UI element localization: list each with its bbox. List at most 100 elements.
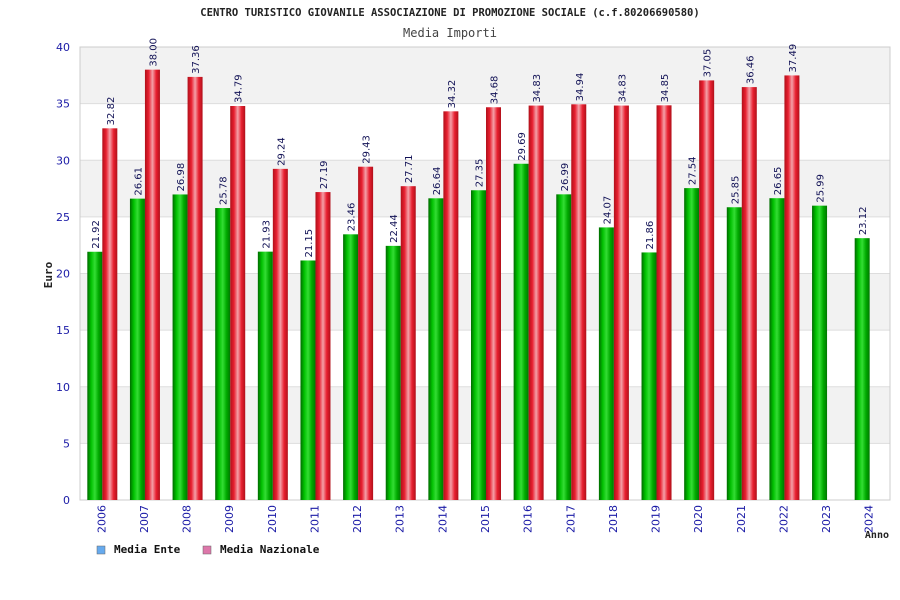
y-tick-label: 15: [56, 324, 70, 337]
x-tick-label: 2013: [394, 505, 407, 533]
data-label: 38.00: [148, 38, 159, 67]
bar-media-ente: [215, 208, 231, 500]
data-label: 21.93: [261, 220, 272, 249]
data-label: 27.54: [688, 156, 699, 185]
bar-media-nazionale: [528, 105, 544, 501]
data-label: 34.83: [532, 74, 543, 103]
x-tick-label: 2018: [607, 505, 620, 533]
x-tick-label: 2006: [95, 505, 108, 533]
x-tick-label: 2016: [522, 505, 535, 533]
x-axis-label: Anno: [865, 530, 889, 541]
data-label: 21.86: [645, 221, 656, 250]
legend-label-media-ente: Media Ente: [114, 543, 181, 556]
bar-media-ente: [854, 238, 870, 500]
bars: [87, 69, 870, 501]
data-label: 26.65: [773, 167, 784, 196]
bar-media-ente: [428, 198, 444, 500]
x-tick-label: 2014: [436, 505, 449, 533]
data-label: 26.98: [176, 163, 187, 192]
x-tick-label: 2011: [308, 505, 321, 533]
bar-media-nazionale: [784, 75, 800, 500]
data-label: 34.94: [575, 73, 586, 102]
bar-media-nazionale: [699, 80, 715, 500]
y-axis-label: Euro: [42, 261, 55, 288]
y-tick-label: 30: [56, 154, 70, 167]
chart-subtitle: Media Importi: [403, 26, 497, 40]
bar-media-nazionale: [102, 128, 118, 500]
x-tick-label: 2008: [181, 505, 194, 533]
x-tick-label: 2012: [351, 505, 364, 533]
bar-media-nazionale: [272, 168, 288, 500]
bar-media-ente: [726, 207, 742, 500]
bar-media-nazionale: [571, 104, 587, 500]
data-label: 34.83: [617, 74, 628, 103]
x-axis-ticks: 2006 2007 2008 2009 2010 2011 2012 2013 2014 2015…: [95, 505, 875, 533]
data-label: 22.44: [389, 214, 400, 243]
legend-swatch-media-ente: [96, 545, 106, 555]
data-label: 29.24: [276, 137, 287, 166]
data-label: 24.07: [602, 196, 613, 225]
bar-media-ente: [343, 234, 359, 501]
bar-media-nazionale: [613, 105, 629, 501]
x-tick-label: 2024: [863, 505, 876, 533]
data-label: 25.85: [730, 176, 741, 205]
legend: Media Ente Media Nazionale: [96, 543, 320, 556]
data-label: 25.99: [816, 174, 827, 203]
bar-media-ente: [471, 190, 486, 501]
bar-media-nazionale: [144, 69, 160, 501]
y-tick-label: 10: [56, 381, 70, 394]
data-label: 21.15: [304, 229, 315, 258]
x-tick-label: 2023: [820, 505, 833, 533]
y-tick-label: 25: [56, 211, 70, 224]
data-label: 27.71: [404, 155, 415, 184]
x-tick-label: 2019: [650, 505, 663, 533]
data-label: 23.46: [347, 203, 358, 232]
x-tick-label: 2009: [223, 505, 236, 533]
data-label: 37.49: [788, 44, 799, 73]
y-tick-label: 0: [63, 494, 70, 507]
x-tick-label: 2015: [479, 505, 492, 533]
data-label: 29.43: [362, 135, 373, 164]
legend-swatch-media-nazionale: [202, 545, 212, 555]
data-label: 27.35: [475, 159, 486, 188]
bar-media-nazionale: [443, 111, 459, 501]
data-label: 21.92: [91, 220, 102, 249]
data-label: 32.82: [106, 97, 117, 126]
bar-media-nazionale: [187, 76, 203, 500]
value-labels: 21.92 32.82 26.61 38.00 26.98 37.36 25.78 34.79…: [91, 38, 869, 257]
bar-media-nazionale: [358, 166, 374, 500]
bar-media-nazionale: [486, 107, 501, 501]
data-label: 23.12: [858, 207, 869, 236]
data-label: 26.61: [133, 167, 144, 196]
data-label: 25.78: [219, 176, 230, 205]
bar-media-nazionale: [400, 186, 416, 500]
chart-title: CENTRO TURISTICO GIOVANILE ASSOCIAZIONE …: [200, 7, 699, 19]
legend-label-media-nazionale: Media Nazionale: [220, 543, 320, 556]
x-tick-label: 2020: [692, 505, 705, 533]
data-label: 27.19: [319, 160, 330, 189]
bar-media-ente: [513, 163, 529, 501]
data-label: 34.85: [660, 74, 671, 103]
data-label: 34.79: [234, 74, 245, 103]
bar-media-ente: [172, 194, 188, 500]
x-tick-label: 2010: [266, 505, 279, 533]
y-tick-label: 40: [56, 41, 70, 54]
y-tick-label: 35: [56, 98, 70, 111]
bar-media-ente: [300, 260, 316, 500]
bar-media-ente: [129, 198, 145, 500]
bar-media-ente: [641, 252, 657, 500]
bar-media-nazionale: [230, 106, 246, 501]
data-label: 26.64: [432, 167, 443, 196]
data-label: 29.69: [517, 132, 528, 161]
x-tick-label: 2007: [138, 505, 151, 533]
x-tick-label: 2022: [777, 505, 790, 533]
bar-media-nazionale: [315, 192, 331, 501]
data-label: 26.99: [560, 163, 571, 192]
bar-media-nazionale: [656, 105, 672, 500]
bar-media-ente: [769, 198, 785, 500]
bar-media-ente: [556, 194, 572, 500]
y-axis-ticks: 0 5 10 15 20 25 30 35 40: [56, 41, 70, 507]
data-label: 37.05: [703, 49, 714, 78]
data-label: 37.36: [191, 45, 202, 74]
